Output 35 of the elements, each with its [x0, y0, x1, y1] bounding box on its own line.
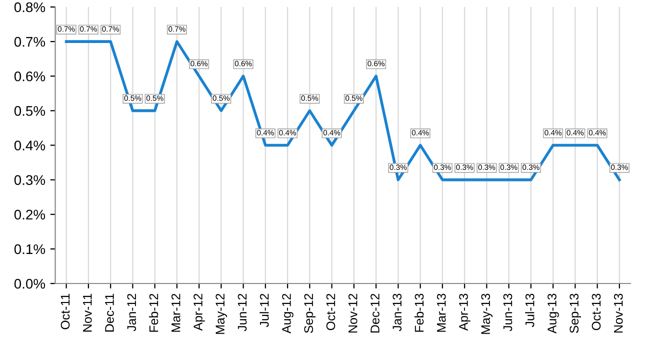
- y-tick-label: 0.2%: [14, 210, 46, 220]
- x-tick-label: Oct-13: [592, 294, 601, 330]
- x-tick-label: Dec-11: [105, 294, 114, 332]
- y-tick-label: 0.0%: [14, 278, 46, 289]
- y-tick-label: 0.3%: [14, 175, 46, 185]
- x-tick-label: Nov-13: [614, 294, 623, 332]
- x-tick-label: Feb-13: [414, 294, 424, 332]
- x-tick-label: Sep-13: [570, 294, 582, 333]
- x-tick-label: May-12: [216, 294, 228, 334]
- x-tick-label: Jul-13: [525, 294, 534, 328]
- y-tick-label: 0.7%: [14, 36, 46, 47]
- x-tick-label: Oct-11: [60, 294, 70, 330]
- x-tick-label: Apr-12: [194, 294, 205, 331]
- x-tick-label: Aug-13: [548, 294, 559, 334]
- x-tick-label: Jun-12: [238, 294, 247, 332]
- x-tick-label: Jun-13: [503, 294, 512, 332]
- x-tick-label: Aug-12: [282, 294, 294, 334]
- x-tick-label: Sep-12: [304, 294, 316, 333]
- y-tick-label: 0.5%: [14, 106, 46, 116]
- x-tick-label: Nov-12: [348, 294, 358, 332]
- x-tick-label: Dec-12: [370, 294, 380, 332]
- x-tick-label: Mar-13: [436, 294, 446, 332]
- y-tick-label: 0.6%: [14, 71, 46, 82]
- x-tick-label: Jan-13: [392, 294, 402, 332]
- x-tick-label: Jan-12: [127, 294, 136, 332]
- x-tick-label: May-13: [481, 294, 493, 334]
- x-tick-label: Nov-11: [83, 294, 92, 332]
- x-tick-label: Oct-12: [326, 294, 336, 330]
- x-tick-label: Jul-12: [260, 294, 269, 328]
- y-tick-label: 0.1%: [14, 244, 46, 254]
- x-tick-label: Apr-13: [459, 294, 470, 331]
- y-tick-label: 0.8%: [14, 2, 46, 12]
- x-tick-label: Feb-12: [148, 294, 158, 332]
- y-tick-label: 0.4%: [14, 140, 46, 150]
- x-tick-label: Mar-12: [171, 294, 180, 332]
